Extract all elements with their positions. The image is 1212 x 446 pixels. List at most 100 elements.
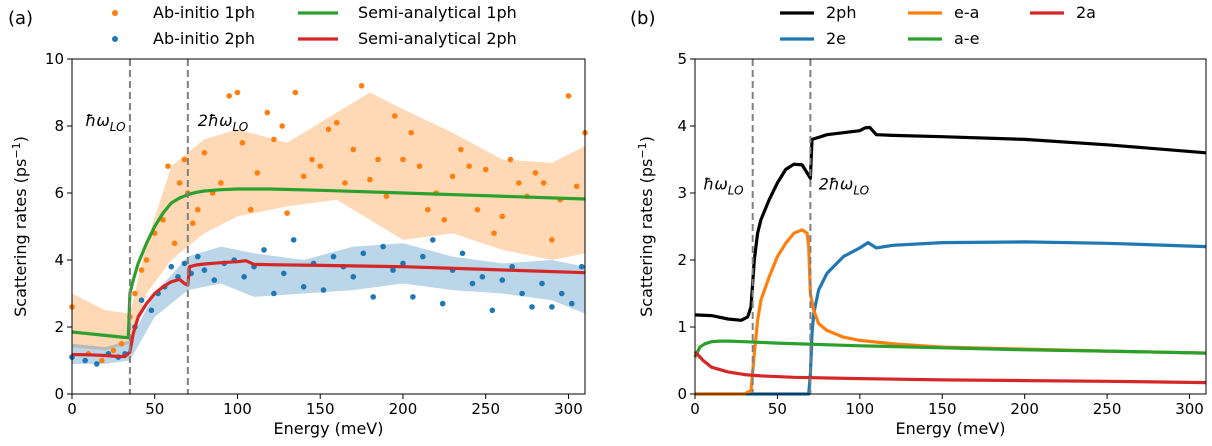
data-point: [391, 113, 398, 119]
series-line: [71, 187, 586, 340]
legend-label: 2a: [1076, 3, 1096, 22]
data-point: [254, 170, 261, 176]
y-tick: 0: [54, 385, 72, 403]
x-tick-label: 250: [1093, 400, 1122, 418]
y-tick: 10: [45, 50, 72, 68]
legend-label: a-e: [954, 29, 979, 48]
legend-item: Ab-initio 1ph: [112, 3, 255, 22]
y-axis-label-sup: −1: [636, 142, 649, 158]
data-point: [408, 129, 415, 136]
data-point: [360, 250, 367, 257]
legend-item: Ab-initio 2ph: [112, 29, 255, 48]
data-point: [181, 156, 188, 163]
data-point: [482, 166, 489, 173]
data-point: [532, 170, 539, 176]
data-point: [350, 274, 357, 280]
data-point: [540, 180, 547, 186]
data-point: [420, 253, 426, 260]
panel-label: (a): [8, 8, 33, 29]
y-tick-label: 4: [677, 117, 687, 135]
y-axis-label-sup: −1: [10, 142, 23, 158]
data-point: [539, 280, 545, 287]
data-point: [569, 300, 575, 307]
x-tick-label: 150: [306, 400, 335, 418]
data-point: [479, 274, 486, 280]
series-line: [695, 228, 1207, 396]
data-point: [292, 89, 299, 96]
x-tick: 150: [928, 394, 957, 418]
legend-marker: [112, 36, 118, 42]
annotation: 2ħωLO: [819, 175, 869, 198]
data-point: [358, 83, 365, 89]
y-tick-label: 2: [54, 318, 64, 336]
x-tick: 300: [554, 394, 583, 418]
data-point: [317, 163, 324, 169]
x-tick-label: 50: [768, 400, 787, 418]
y-tick-label: 1: [677, 318, 687, 336]
data-point: [529, 304, 535, 310]
annotation-sub: LO: [110, 120, 126, 134]
legend-label: Semi-analytical 1ph: [358, 3, 517, 22]
y-tick-label: 0: [54, 385, 64, 403]
data-point: [439, 300, 446, 307]
data-point: [549, 237, 555, 243]
legend-item: Semi-analytical 1ph: [298, 3, 517, 22]
y-tick: 4: [54, 251, 72, 269]
data-point: [165, 163, 171, 169]
x-tick-label: 100: [846, 400, 875, 418]
data-point: [195, 206, 201, 213]
y-tick-label: 5: [677, 50, 687, 68]
data-point: [201, 267, 208, 273]
data-point: [247, 206, 254, 213]
data-point: [519, 290, 525, 297]
annotation: 2ħωLO: [198, 111, 248, 134]
legend: 2ph 2e e-a a-e 2a: [780, 3, 1096, 48]
data-point: [218, 180, 224, 186]
x-tick-label: 0: [67, 400, 77, 418]
series-line: [693, 350, 1207, 385]
data-point: [82, 357, 88, 364]
data-point: [474, 206, 481, 213]
legend-item: a-e: [908, 29, 979, 48]
data-point: [138, 297, 145, 304]
data-point: [573, 183, 580, 190]
series-line: [694, 125, 1207, 322]
legend-label: 2ph: [826, 3, 856, 22]
legend-item: e-a: [908, 3, 979, 22]
series-line: [695, 240, 1207, 396]
data-point: [400, 260, 406, 267]
x-tick: 250: [471, 394, 500, 418]
y-tick-label: 10: [45, 50, 64, 68]
x-tick: 50: [768, 394, 787, 418]
x-tick-label: 100: [223, 400, 252, 418]
data-point: [516, 180, 522, 186]
data-point: [118, 341, 125, 347]
data-point: [370, 294, 377, 300]
y-tick: 8: [54, 117, 72, 135]
chart-panel-a: ħωLO 2ħωLO 0 50 100 150 200 250 300 0 2 4 6 8 10 Energy…: [8, 3, 588, 438]
data-point: [350, 146, 357, 153]
y-tick: 2: [54, 318, 72, 336]
data-point: [110, 347, 117, 354]
x-tick-label: 200: [389, 400, 418, 418]
data-point: [425, 206, 431, 213]
data-point: [281, 270, 287, 277]
data-point: [168, 263, 175, 270]
data-point: [160, 217, 166, 223]
data-point: [99, 357, 105, 364]
y-axis-label: Scattering rates (ps−1): [636, 136, 656, 317]
y-tick: 1: [677, 318, 695, 336]
y-tick-label: 8: [54, 117, 64, 135]
data-point: [211, 277, 218, 283]
data-point: [94, 361, 100, 367]
legend-item: 2a: [1030, 3, 1096, 22]
data-point: [449, 173, 456, 180]
data-point: [234, 89, 241, 96]
x-tick: 200: [389, 394, 418, 418]
series-line: [71, 259, 586, 359]
y-tick-label: 0: [677, 385, 687, 403]
data-point: [271, 136, 277, 143]
data-point: [201, 150, 208, 156]
y-tick: 0: [677, 385, 695, 403]
